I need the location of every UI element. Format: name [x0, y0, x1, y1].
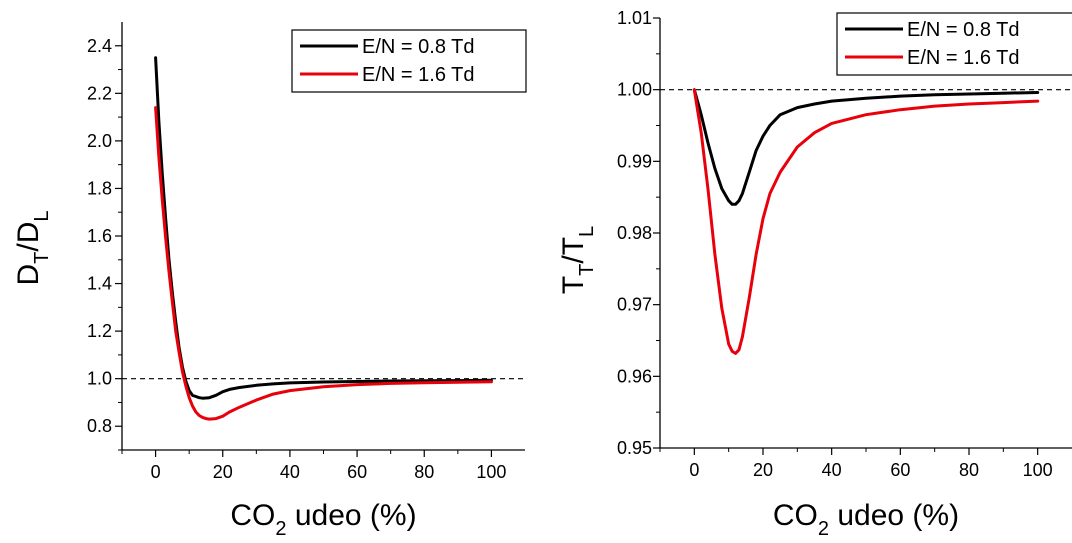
- legend-entry: E/N = 0.8 Td: [907, 19, 1019, 41]
- x-axis-title: CO2 udeo (%): [230, 499, 416, 540]
- x-tick-label: 20: [213, 462, 233, 482]
- series-line: [154, 106, 493, 421]
- y-tick-label: 1.8: [87, 178, 112, 198]
- legend-entry: E/N = 1.6 Td: [362, 64, 474, 86]
- y-tick-label: 1.4: [87, 274, 112, 294]
- x-tick-label: 20: [753, 460, 773, 480]
- y-tick-label: 0.96: [617, 366, 652, 386]
- y-tick-label: 1.0: [87, 369, 112, 389]
- chart-left-dt-dl: 0.8 1.0 1.2 1.4 1.6 1.8 2.0 2.2 2.4 0 20 40 60 80 100 E…: [12, 22, 527, 540]
- x-tick-label: 40: [280, 462, 300, 482]
- x-tick-label: 0: [151, 462, 161, 482]
- x-tick-label: 100: [1023, 460, 1053, 480]
- y-tick-label: 2.0: [87, 131, 112, 151]
- x-tick-label: 60: [890, 460, 910, 480]
- series-line: [692, 88, 1040, 355]
- y-axis-title: DT/DL: [12, 210, 53, 285]
- legend-box: [836, 12, 1072, 76]
- y-tick-label: 1.00: [617, 80, 652, 100]
- y-tick-label: 1.2: [87, 321, 112, 341]
- x-tick-label: 100: [476, 462, 506, 482]
- x-tick-label: 0: [689, 460, 699, 480]
- legend-entry: E/N = 0.8 Td: [362, 36, 474, 58]
- y-tick-label: 0.99: [617, 151, 652, 171]
- x-tick-label: 60: [347, 462, 367, 482]
- y-tick-label: 2.2: [87, 83, 112, 103]
- legend-box: [291, 29, 527, 93]
- y-tick-label: 0.97: [617, 295, 652, 315]
- x-tick-label: 80: [414, 462, 434, 482]
- y-tick-label: 1.01: [617, 8, 652, 28]
- y-axis-title: TT/TL: [557, 226, 598, 294]
- y-tick-label: 1.6: [87, 226, 112, 246]
- legend-entry: E/N = 1.6 Td: [907, 47, 1019, 69]
- x-tick-label: 40: [822, 460, 842, 480]
- x-tick-label: 80: [959, 460, 979, 480]
- series-line: [154, 56, 493, 400]
- y-tick-label: 0.8: [87, 416, 112, 436]
- y-tick-label: 0.95: [617, 438, 652, 458]
- y-tick-label: 0.98: [617, 223, 652, 243]
- y-tick-label: 2.4: [87, 36, 112, 56]
- chart-right-tt-tl: 0.95 0.96 0.97 0.98 0.99 1.00 1.01 0 20 40 60 80 100…: [557, 8, 1072, 540]
- series-line: [692, 88, 1040, 206]
- x-axis-title: CO2 udeo (%): [773, 499, 959, 540]
